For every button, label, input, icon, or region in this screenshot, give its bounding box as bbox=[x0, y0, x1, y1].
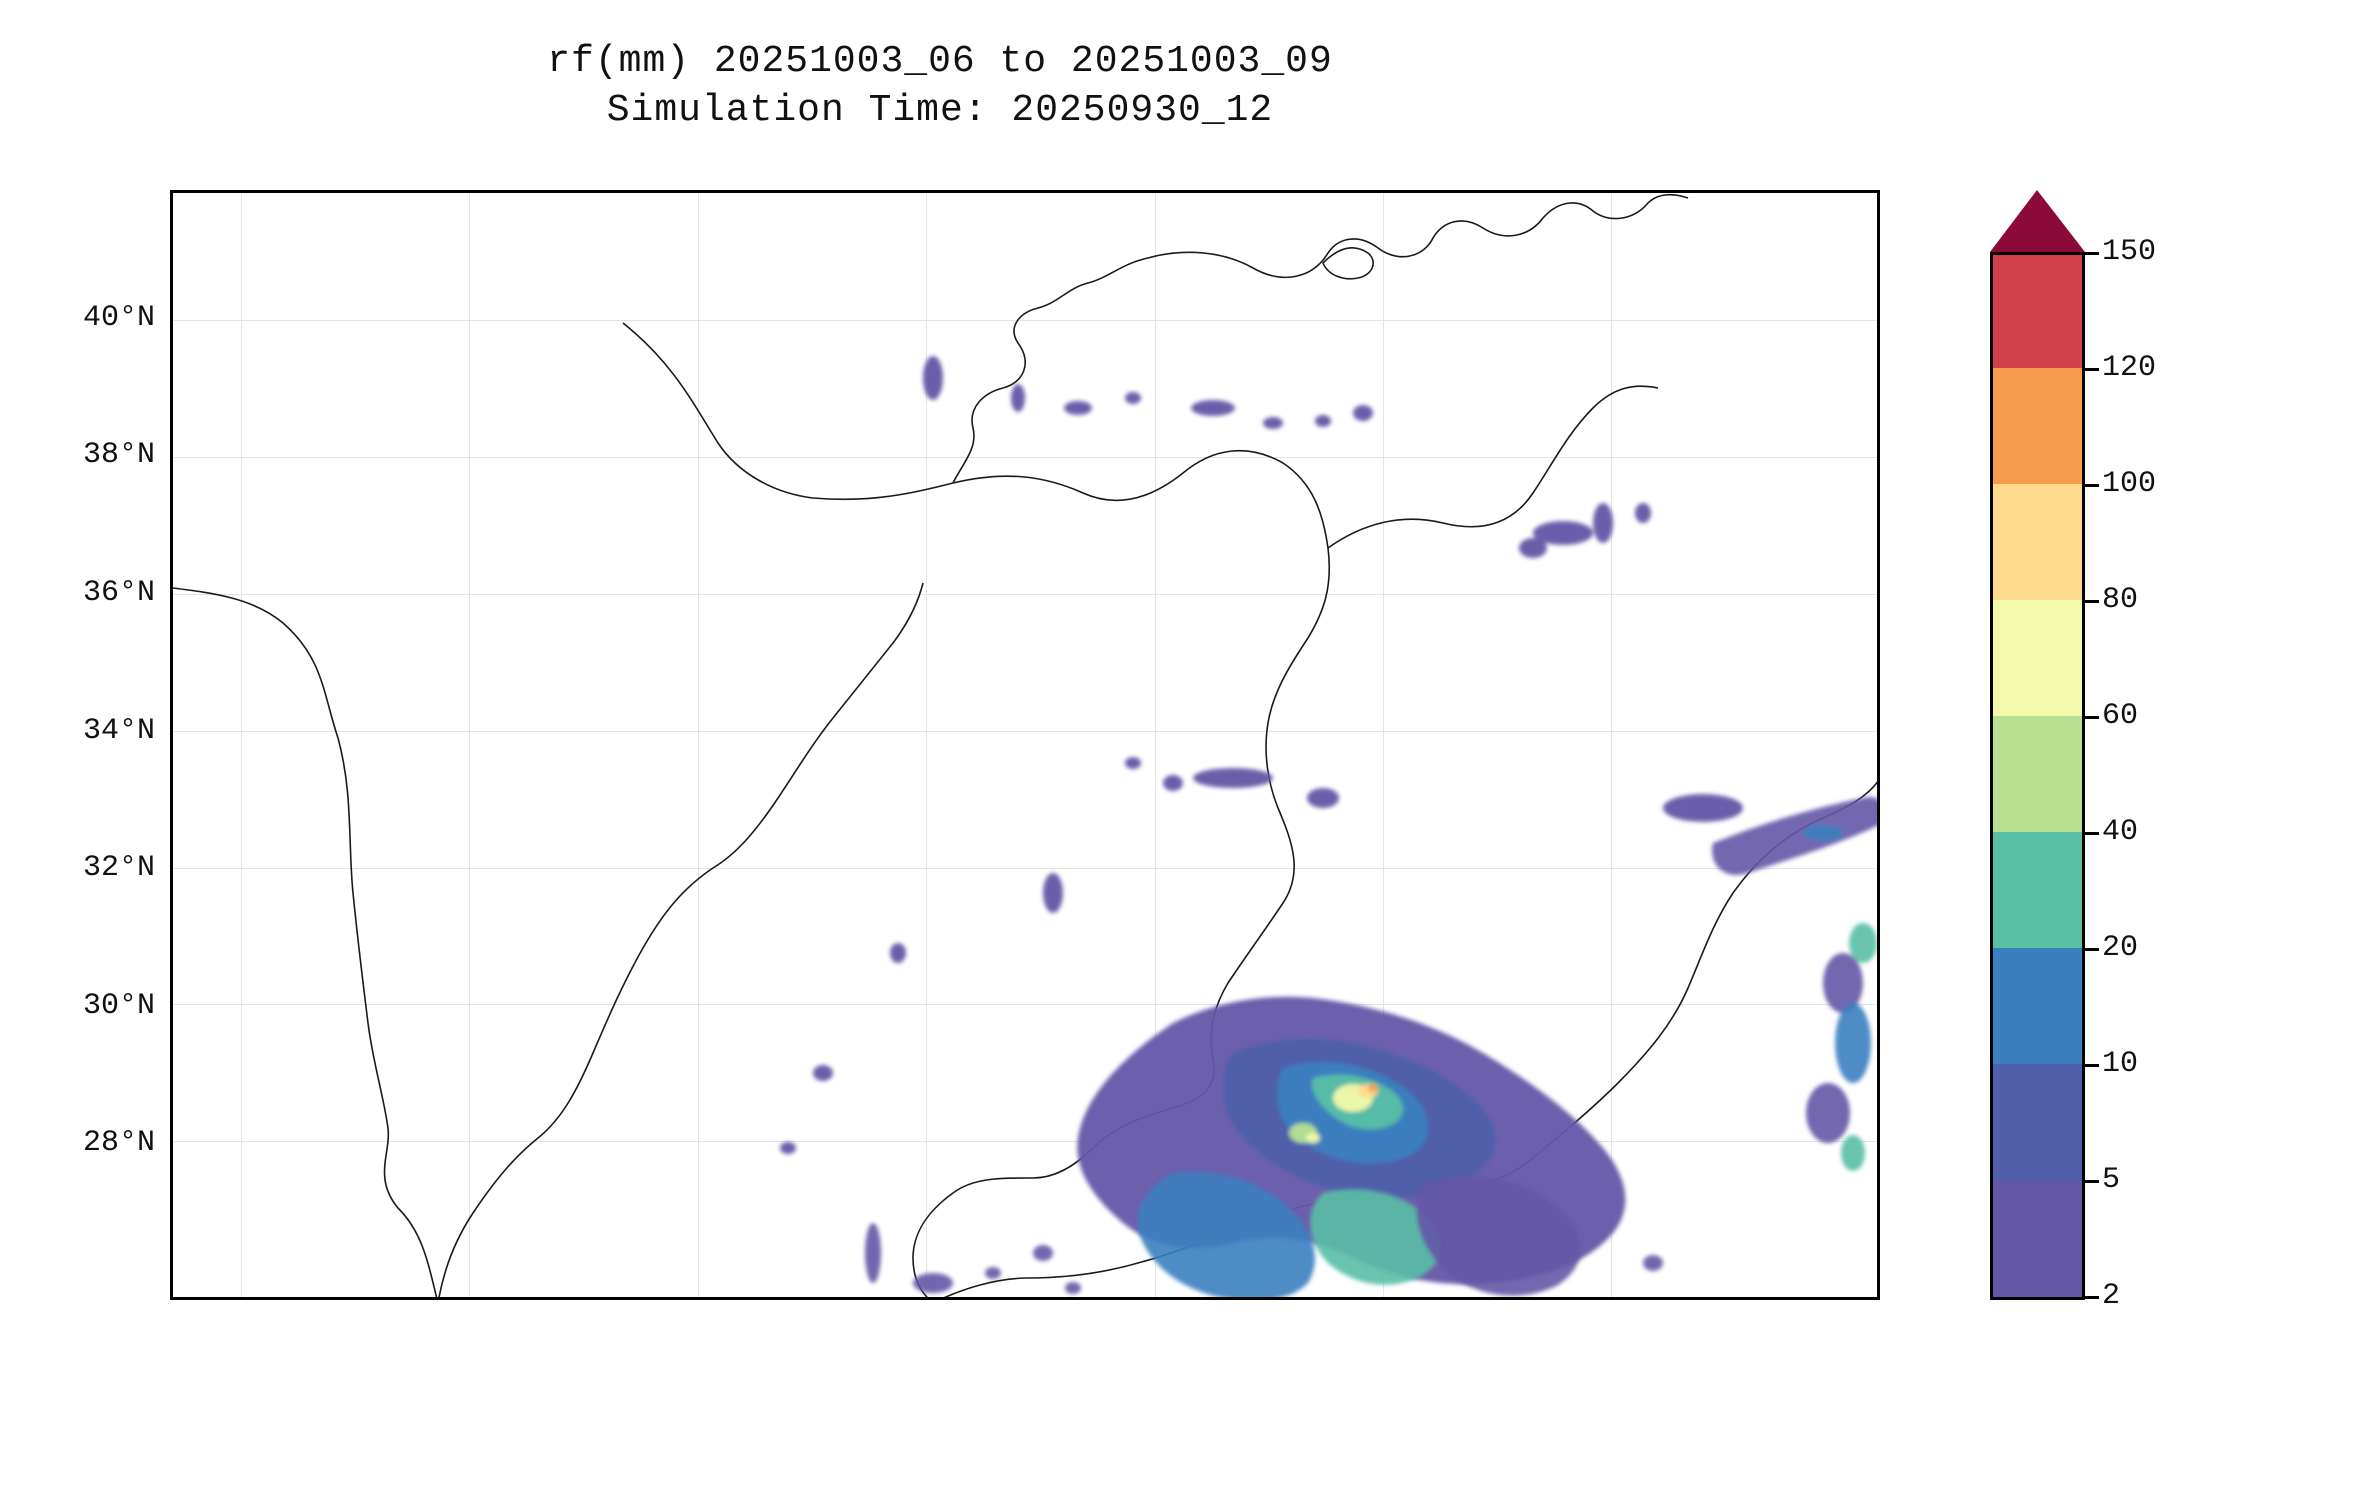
title-line-2: Simulation Time: 20250930_12 bbox=[0, 89, 1880, 132]
colorbar-tick-label: 100 bbox=[2102, 467, 2156, 501]
colorbar[interactable]: 150 120 100 80 60 40 20 10 5 2 bbox=[1990, 190, 2085, 1300]
title-line-1: rf(mm) 20251003_06 to 20251003_09 bbox=[0, 40, 1880, 83]
colorbar-segment-20-40 bbox=[1990, 832, 2085, 948]
ytick-label: 38°N bbox=[20, 438, 155, 472]
colorbar-tick bbox=[2085, 484, 2099, 487]
colorbar-tick-label: 2 bbox=[2102, 1279, 2120, 1313]
colorbar-segment-80-100 bbox=[1990, 484, 2085, 600]
colorbar-tick bbox=[2085, 252, 2099, 255]
colorbar-arrow-top bbox=[1990, 190, 2085, 255]
colorbar-tick-label: 80 bbox=[2102, 583, 2138, 617]
colorbar-tick bbox=[2085, 1296, 2099, 1299]
colorbar-segment-100-120 bbox=[1990, 368, 2085, 484]
colorbar-tick-label: 60 bbox=[2102, 699, 2138, 733]
colorbar-tick-label: 150 bbox=[2102, 235, 2156, 269]
colorbar-tick-label: 10 bbox=[2102, 1047, 2138, 1081]
colorbar-segment-120-150 bbox=[1990, 252, 2085, 368]
colorbar-segment-2-5 bbox=[1990, 1180, 2085, 1300]
ytick-label: 28°N bbox=[20, 1126, 155, 1160]
colorbar-tick bbox=[2085, 948, 2099, 951]
ytick-label: 30°N bbox=[20, 989, 155, 1023]
colorbar-tick bbox=[2085, 368, 2099, 371]
colorbar-tick-label: 20 bbox=[2102, 931, 2138, 965]
ytick-label: 34°N bbox=[20, 714, 155, 748]
precipitation-layer bbox=[173, 193, 1880, 1300]
colorbar-tick bbox=[2085, 1064, 2099, 1067]
ytick-label: 36°N bbox=[20, 576, 155, 610]
colorbar-tick bbox=[2085, 600, 2099, 603]
colorbar-tick bbox=[2085, 1180, 2099, 1183]
colorbar-segment-60-80 bbox=[1990, 600, 2085, 716]
colorbar-segment-5-10 bbox=[1990, 1064, 2085, 1180]
colorbar-tick-label: 120 bbox=[2102, 351, 2156, 385]
ytick-label: 40°N bbox=[20, 301, 155, 335]
colorbar-tick bbox=[2085, 832, 2099, 835]
map-plot-area[interactable]: 60°E 63°E 66°E 69°E 72°E 75°E 78°E bbox=[170, 190, 1880, 1300]
colorbar-segment-10-20 bbox=[1990, 948, 2085, 1064]
colorbar-tick-label: 5 bbox=[2102, 1163, 2120, 1197]
weather-map-page: rf(mm) 20251003_06 to 20251003_09 Simula… bbox=[0, 0, 2357, 1500]
ytick-label: 32°N bbox=[20, 851, 155, 885]
title-block: rf(mm) 20251003_06 to 20251003_09 Simula… bbox=[0, 40, 1880, 132]
colorbar-segment-40-60 bbox=[1990, 716, 2085, 832]
colorbar-tick-label: 40 bbox=[2102, 815, 2138, 849]
colorbar-tick bbox=[2085, 716, 2099, 719]
